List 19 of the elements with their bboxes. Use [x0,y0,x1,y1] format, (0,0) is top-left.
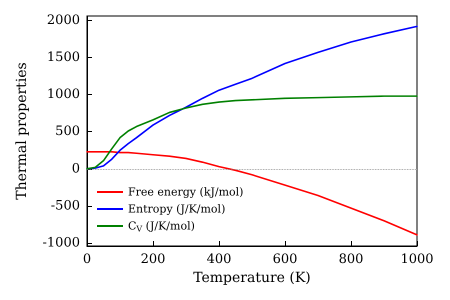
y-tick-label: 500 [55,124,80,140]
y-tick-label: 1500 [46,50,80,66]
y-tick-label: 2000 [46,12,80,28]
y-axis-title: Thermal properties [14,62,30,200]
y-tick-label: 1000 [46,87,80,102]
y-tick-label: 0 [72,161,80,176]
y-tick-label: -1000 [42,236,80,251]
legend-label: Free energy (kJ/mol) [128,186,244,198]
x-tick-label: 400 [206,252,232,267]
y-tick-label: -500 [50,198,80,214]
line-series [86,95,418,170]
x-tick-label: 600 [272,252,298,267]
x-tick-label: 1000 [400,252,434,267]
x-axis-title: Temperature (K) [193,270,311,286]
x-tick-label: 800 [338,252,364,267]
legend-label: Entropy (J/K/mol) [128,202,226,216]
x-tick-label: 0 [82,252,92,267]
x-tick-label: 200 [140,252,166,267]
line-series [86,150,418,236]
